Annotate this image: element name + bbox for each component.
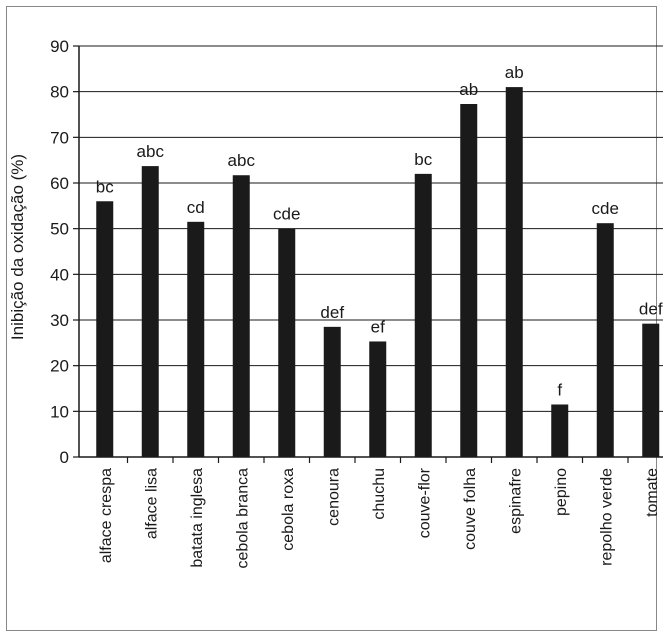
x-tick-label: cebola roxa <box>280 468 297 551</box>
significance-label: ab <box>459 80 478 99</box>
x-tick-label: alface crespa <box>98 468 115 563</box>
y-axis-title: Inibição da oxidação (%) <box>8 154 27 340</box>
significance-label: cde <box>592 199 619 218</box>
bar <box>505 87 523 457</box>
bar <box>551 404 569 457</box>
significance-label: cde <box>273 205 300 224</box>
x-tick-label: pepino <box>553 468 570 516</box>
labels: 0 10 20 30 40 50 60 70 80 90 bc alface crespa abc alf… <box>50 37 663 569</box>
bar <box>278 228 296 457</box>
bar <box>187 221 205 457</box>
y-tick-label: 90 <box>50 37 69 56</box>
y-tick-label: 60 <box>50 174 69 193</box>
significance-label: ab <box>505 63 524 82</box>
bars <box>96 87 660 457</box>
x-tick-label: repolho verde <box>598 468 615 566</box>
y-tick-label: 40 <box>50 265 69 284</box>
significance-label: cd <box>187 198 205 217</box>
x-tick-label: chuchu <box>371 468 388 520</box>
bar <box>460 103 478 457</box>
bar <box>414 173 432 457</box>
significance-label: ef <box>371 317 385 336</box>
bar <box>596 223 614 457</box>
bar <box>642 323 660 457</box>
y-tick-label: 20 <box>50 357 69 376</box>
significance-label: def <box>639 300 663 319</box>
bar <box>323 326 341 457</box>
y-tick-label: 80 <box>50 83 69 102</box>
significance-label: abc <box>228 151 256 170</box>
x-tick-label: batata inglesa <box>189 468 206 568</box>
bar <box>232 175 250 457</box>
axes <box>73 45 663 463</box>
y-tick-label: 10 <box>50 402 69 421</box>
x-tick-label: cenoura <box>325 468 342 526</box>
x-tick-label: couve-flor <box>416 467 433 538</box>
bar <box>96 201 114 457</box>
significance-label: bc <box>414 150 432 169</box>
x-tick-label: espinafre <box>507 468 524 534</box>
significance-label: bc <box>96 177 114 196</box>
significance-label: f <box>557 380 562 399</box>
bar <box>141 166 159 457</box>
y-tick-label: 70 <box>50 128 69 147</box>
chart-frame <box>6 6 657 631</box>
y-tick-label: 30 <box>50 311 69 330</box>
x-tick-label: couve folha <box>462 468 479 550</box>
significance-label: def <box>320 303 344 322</box>
bar <box>369 341 387 457</box>
y-tick-label: 50 <box>50 220 69 239</box>
y-tick-label: 0 <box>60 448 69 467</box>
significance-label: abc <box>137 142 165 161</box>
x-tick-label: alface lisa <box>143 468 160 539</box>
x-tick-label: cebola branca <box>234 468 251 569</box>
x-tick-label: tomate <box>644 468 661 517</box>
